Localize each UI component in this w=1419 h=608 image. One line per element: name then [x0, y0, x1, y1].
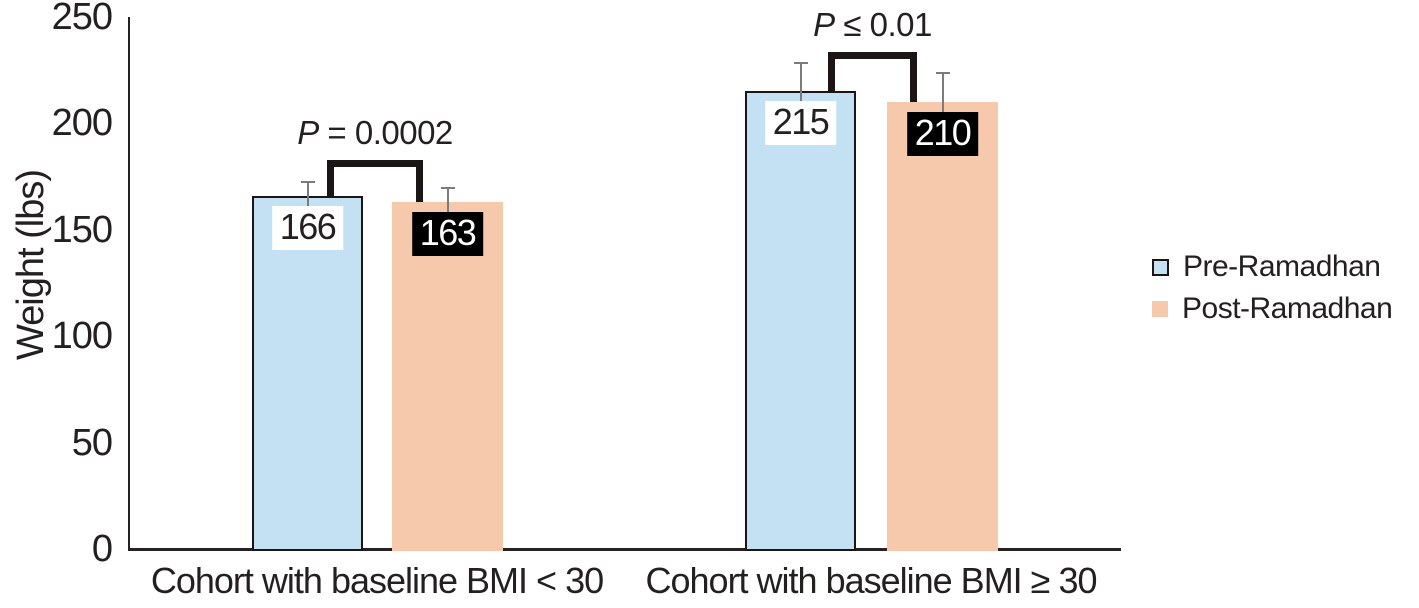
p-value-annotation: P = 0.0002: [297, 114, 453, 151]
y-axis-line: [128, 17, 130, 550]
y-tick-label-250: 250: [51, 0, 113, 38]
error-bar-line: [306, 180, 309, 210]
y-tick-label-150: 150: [51, 208, 113, 251]
significance-bracket-bar: [828, 52, 917, 59]
bar-post-ramadhan-group1: [392, 202, 503, 551]
x-axis-line: [128, 548, 1121, 551]
x-category-label-bmi-over-30: Cohort with baseline BMI ≥ 30: [645, 560, 1098, 601]
legend-label-post-ramadhan: Post-Ramadhan: [1182, 292, 1393, 325]
p-value-annotation: P ≤ 0.01: [813, 6, 932, 43]
bar-pre-ramadhan-group1: [252, 195, 363, 551]
x-category-label-bmi-under-30: Cohort with baseline BMI < 30: [150, 560, 604, 601]
significance-bracket-right-leg: [910, 52, 917, 103]
significance-bracket-bar: [327, 160, 423, 167]
y-tick-label-0: 0: [91, 528, 113, 570]
y-tick-label-200: 200: [51, 102, 113, 145]
legend: Pre-Ramadhan Post-Ramadhan: [1152, 246, 1393, 330]
legend-item-post-ramadhan: Post-Ramadhan: [1152, 288, 1393, 330]
post-ramadhan-swatch-icon: [1152, 301, 1168, 317]
bar-value-label: 215: [764, 101, 837, 146]
error-bar-cap: [440, 187, 455, 190]
bar-value-label: 210: [906, 112, 979, 157]
y-axis-title: Weight (lbs): [10, 169, 52, 361]
error-bar-line: [941, 72, 944, 117]
error-bar-line: [799, 61, 802, 106]
significance-bracket-left-leg: [828, 52, 835, 92]
error-bar-cap: [793, 61, 808, 64]
significance-bracket-left-leg: [327, 160, 334, 196]
pre-ramadhan-swatch-icon: [1152, 258, 1169, 276]
bar-value-label: 166: [271, 205, 344, 250]
significance-bracket-right-leg: [416, 160, 423, 203]
error-bar-cap: [935, 72, 950, 75]
y-tick-label-50: 50: [71, 421, 113, 464]
legend-label-pre-ramadhan: Pre-Ramadhan: [1183, 250, 1381, 283]
bar-value-label: 163: [411, 212, 484, 257]
legend-item-pre-ramadhan: Pre-Ramadhan: [1152, 246, 1392, 288]
y-tick-label-100: 100: [51, 315, 113, 358]
bar-pre-ramadhan-group2: [745, 91, 856, 551]
error-bar-line: [446, 187, 449, 217]
error-bar-cap: [300, 180, 315, 183]
bar-post-ramadhan-group2: [887, 102, 998, 551]
